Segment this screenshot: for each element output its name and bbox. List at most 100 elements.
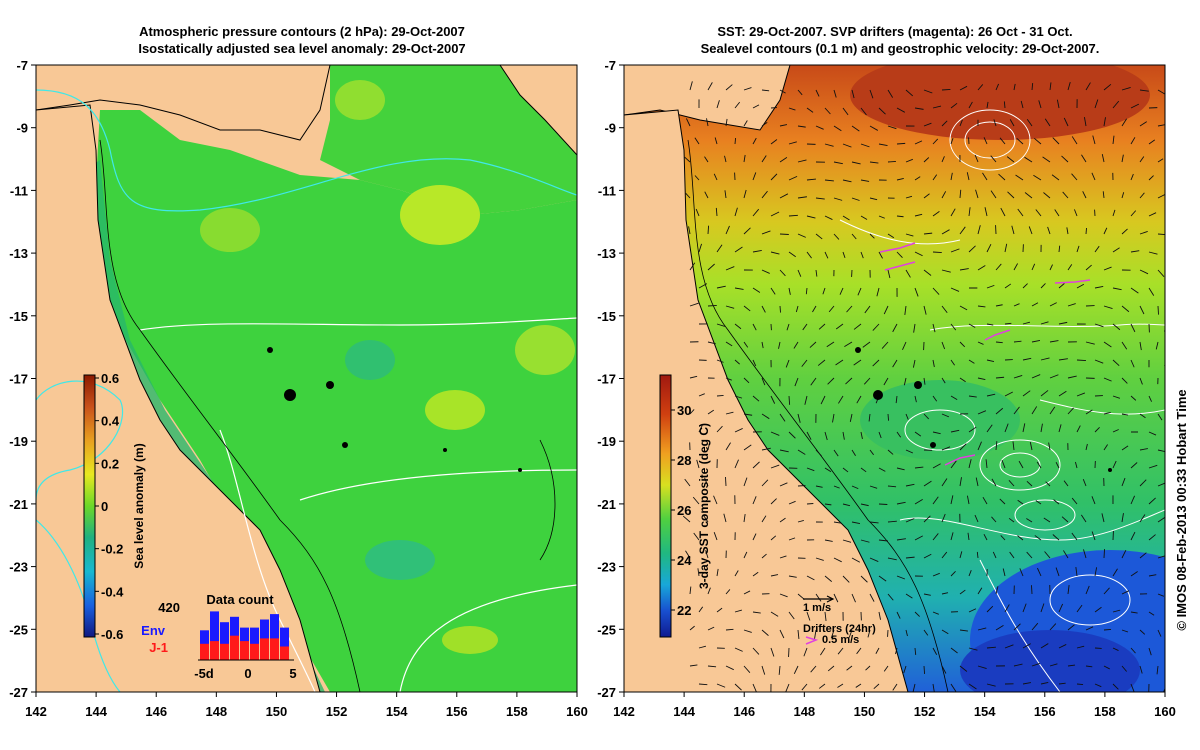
velocity-arrow [896, 251, 903, 259]
velocity-arrow [1139, 192, 1145, 199]
velocity-arrow [725, 305, 735, 309]
velocity-arrow [1130, 531, 1136, 541]
velocity-arrow [1013, 340, 1022, 343]
velocity-arrow [905, 269, 911, 278]
velocity-arrow [707, 82, 713, 91]
sla-map-panel: Atmospheric pressure contours (2 hPa): 2… [9, 24, 588, 719]
velocity-arrow [878, 611, 881, 620]
velocity-arrow [797, 413, 801, 423]
velocity-arrow [941, 377, 946, 384]
histogram-j1-bar [280, 646, 289, 660]
velocity-arrow [706, 118, 709, 127]
velocity-arrow [1040, 643, 1049, 649]
velocity-arrow [1018, 460, 1024, 469]
velocity-arrow [779, 517, 786, 523]
velocity-arrow [734, 609, 742, 613]
velocity-arrow [801, 359, 808, 367]
velocity-arrow [689, 586, 692, 595]
drifter-speed-label: 0.5 m/s [822, 634, 859, 646]
velocity-arrow [959, 377, 966, 383]
velocity-arrow [1066, 227, 1069, 235]
velocity-scale-arrowhead [826, 595, 835, 603]
velocity-arrow [770, 211, 780, 217]
velocity-arrow [770, 647, 775, 657]
velocity-arrow [684, 156, 691, 163]
velocity-arrow [1085, 665, 1093, 668]
velocity-arrow [959, 226, 966, 235]
velocity-arrow [689, 81, 693, 91]
velocity-arrow [869, 557, 879, 562]
velocity-arrow [1139, 377, 1143, 385]
velocity-arrow [959, 629, 968, 632]
velocity-arrow [824, 143, 834, 147]
velocity-arrow [1157, 233, 1165, 236]
velocity-arrow [851, 521, 861, 525]
velocity-arrow [1130, 683, 1135, 692]
velocity-arrow [761, 122, 768, 127]
velocity-arrow [761, 190, 768, 199]
velocity-arrow [761, 665, 766, 675]
sst-cool-region [960, 630, 1140, 692]
velocity-arrow [779, 482, 788, 487]
velocity-arrow [815, 449, 822, 457]
velocity-arrow [1000, 207, 1006, 217]
velocity-arrow [1112, 100, 1120, 109]
velocity-arrow [1103, 341, 1112, 348]
velocity-arrow [1157, 555, 1165, 559]
velocity-arrow [986, 244, 992, 253]
velocity-arrow [1048, 442, 1051, 451]
velocity-scale-label: 1 m/s [803, 602, 831, 614]
velocity-arrow [1040, 682, 1049, 685]
velocity-arrow [1049, 374, 1059, 379]
velocity-arrow [824, 575, 833, 582]
velocity-arrow [1112, 135, 1115, 145]
velocity-arrow [950, 208, 956, 217]
velocity-arrow [1130, 210, 1137, 217]
velocity-arrow [707, 341, 716, 345]
velocity-arrow [1004, 604, 1010, 613]
velocity-arrow [950, 323, 957, 331]
velocity-arrow [914, 140, 923, 145]
sla-title-line1: Atmospheric pressure contours (2 hPa): 2… [139, 24, 465, 39]
velocity-arrow [1031, 339, 1041, 343]
velocity-arrow [1067, 375, 1077, 379]
velocity-arrow [828, 305, 835, 313]
velocity-arrow [878, 251, 883, 259]
velocity-arrow [855, 683, 862, 688]
velocity-arrow [833, 593, 839, 603]
velocity-arrow [862, 341, 871, 348]
velocity-arrow [827, 665, 835, 672]
velocity-arrow [1076, 283, 1085, 289]
velocity-arrow [743, 377, 750, 384]
velocity-arrow [1130, 571, 1138, 577]
sst-x-tick-label: 144 [673, 704, 695, 719]
velocity-arrow [887, 413, 890, 421]
velocity-arrow [1083, 117, 1087, 127]
velocity-arrow [896, 142, 906, 145]
velocity-arrow [932, 395, 938, 402]
velocity-arrow [1121, 549, 1127, 559]
velocity-arrow [725, 84, 733, 91]
velocity-arrow [689, 375, 698, 379]
velocity-arrow [950, 248, 960, 253]
velocity-arrow [833, 449, 839, 457]
velocity-arrow [778, 341, 781, 349]
velocity-arrow [883, 665, 889, 672]
sla-colorbar-label: Sea level anomaly (m) [132, 443, 146, 568]
velocity-arrow [995, 304, 1003, 307]
velocity-arrow [977, 84, 984, 91]
velocity-arrow [1047, 226, 1051, 235]
sla-colorbar: 0.6 0.4 0.2 0 -0.2 -0.4 -0.6 Sea level anomaly… [83, 371, 146, 642]
velocity-arrow [1043, 192, 1051, 199]
histogram-j1-bar [240, 641, 249, 660]
velocity-arrow [1148, 647, 1152, 656]
velocity-arrow [878, 431, 882, 439]
velocity-arrow [932, 174, 938, 181]
velocity-arrow [1085, 409, 1093, 415]
velocity-arrow [779, 269, 786, 277]
velocity-arrow [818, 683, 826, 689]
velocity-arrow [1112, 460, 1117, 469]
sla-ocean-field [95, 110, 577, 692]
velocity-arrow [896, 431, 902, 438]
sla-y-tick-label: -15 [9, 309, 28, 324]
